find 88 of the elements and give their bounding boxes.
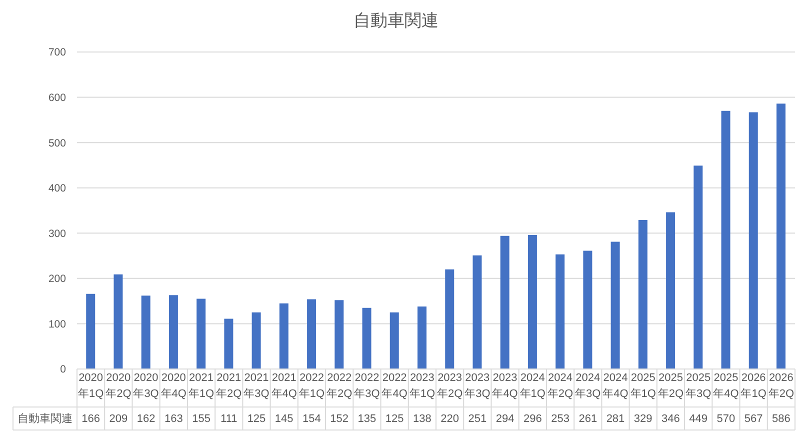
x-tick-label: 2020年3Q [133,372,160,400]
x-tick-label: 2025年4Q [713,372,740,400]
bar [86,294,96,369]
bar [114,274,123,369]
bar [307,299,316,369]
bar [583,250,592,369]
bar [334,300,344,369]
bar [556,254,565,369]
data-label: 261 [578,413,598,425]
x-tick-label: 2024年1Q [520,372,546,400]
x-tick-label: 2023年4Q [492,372,518,400]
bar [776,104,786,369]
data-label: 294 [496,413,514,425]
data-label: 166 [82,413,100,425]
data-label: 281 [606,413,625,425]
bar [445,269,454,369]
x-tick-label: 2026年1Q [740,372,767,400]
bar [196,298,206,369]
y-tick-label: 300 [48,228,66,240]
data-label: 570 [716,413,736,425]
data-label: 138 [413,413,432,425]
data-label: 586 [772,413,790,425]
bar [472,255,482,369]
bar [528,234,537,369]
x-tick-label: 2023年1Q [409,372,436,400]
data-label: 567 [744,413,763,425]
data-label: 154 [302,413,321,425]
y-tick-label: 600 [48,92,66,104]
bar [500,236,510,369]
x-tick-label: 2020年4Q [160,372,187,400]
data-label: 125 [385,413,404,425]
bar [390,312,399,369]
bar [279,303,288,369]
x-tick-label: 2024年3Q [575,372,602,400]
x-tick-label: 2021年4Q [271,372,298,400]
x-tick-label: 2022年4Q [382,372,408,400]
bar [638,220,648,369]
x-tick-label: 2020年2Q [106,372,132,400]
y-tick-label: 0 [60,364,66,376]
data-label: 135 [358,413,376,425]
x-tick-label: 2023年3Q [464,372,491,400]
x-tick-label: 2024年2Q [547,372,574,400]
x-tick-label: 2021年2Q [216,372,242,400]
bar [418,306,426,369]
bar [666,212,676,369]
chart-title: 自動車関連 [354,11,438,30]
data-label: 220 [440,413,459,425]
bar [168,295,178,369]
y-tick-label: 200 [48,273,66,286]
bar [694,166,703,369]
y-tick-label: 700 [48,46,66,59]
data-label: 125 [247,413,266,425]
y-tick-label: 400 [48,182,66,195]
bar [252,312,261,369]
x-tick-label: 2025年1Q [630,372,656,400]
data-label: 253 [551,413,570,425]
x-tick-label: 2021年1Q [188,372,215,400]
x-tick-label: 2024年4Q [602,372,629,400]
bar [141,296,150,369]
y-tick-label: 500 [48,137,66,150]
x-tick-label: 2025年2Q [658,372,684,400]
bar [721,110,730,369]
x-tick-label: 2025年3Q [686,372,712,400]
x-tick-label: 2022年2Q [326,372,353,400]
data-label: 163 [164,413,183,425]
x-tick-label: 2026年2Q [768,372,794,400]
text: 自動車関連 [18,412,72,425]
data-label: 346 [662,413,680,425]
x-tick-label: 2021年3Q [244,372,270,400]
bar [610,242,620,369]
data-label: 329 [634,413,652,425]
y-tick-label: 100 [48,318,66,330]
x-tick-label: 2022年1Q [298,372,326,400]
data-label: 296 [523,413,542,425]
bar [224,318,234,369]
data-label: 152 [330,413,349,425]
data-label: 145 [274,413,294,425]
x-tick-label: 2023年2Q [436,372,464,400]
data-label: 111 [220,413,238,425]
data-label: 155 [192,413,210,425]
bar [748,112,758,369]
data-label: 251 [468,413,487,425]
data-label: 449 [689,413,708,425]
data-label: 162 [136,413,156,425]
bar [362,308,372,369]
data-label: 209 [109,413,128,425]
x-tick-label: 2020年1Q [78,372,104,400]
x-tick-label: 2022年3Q [354,372,380,400]
